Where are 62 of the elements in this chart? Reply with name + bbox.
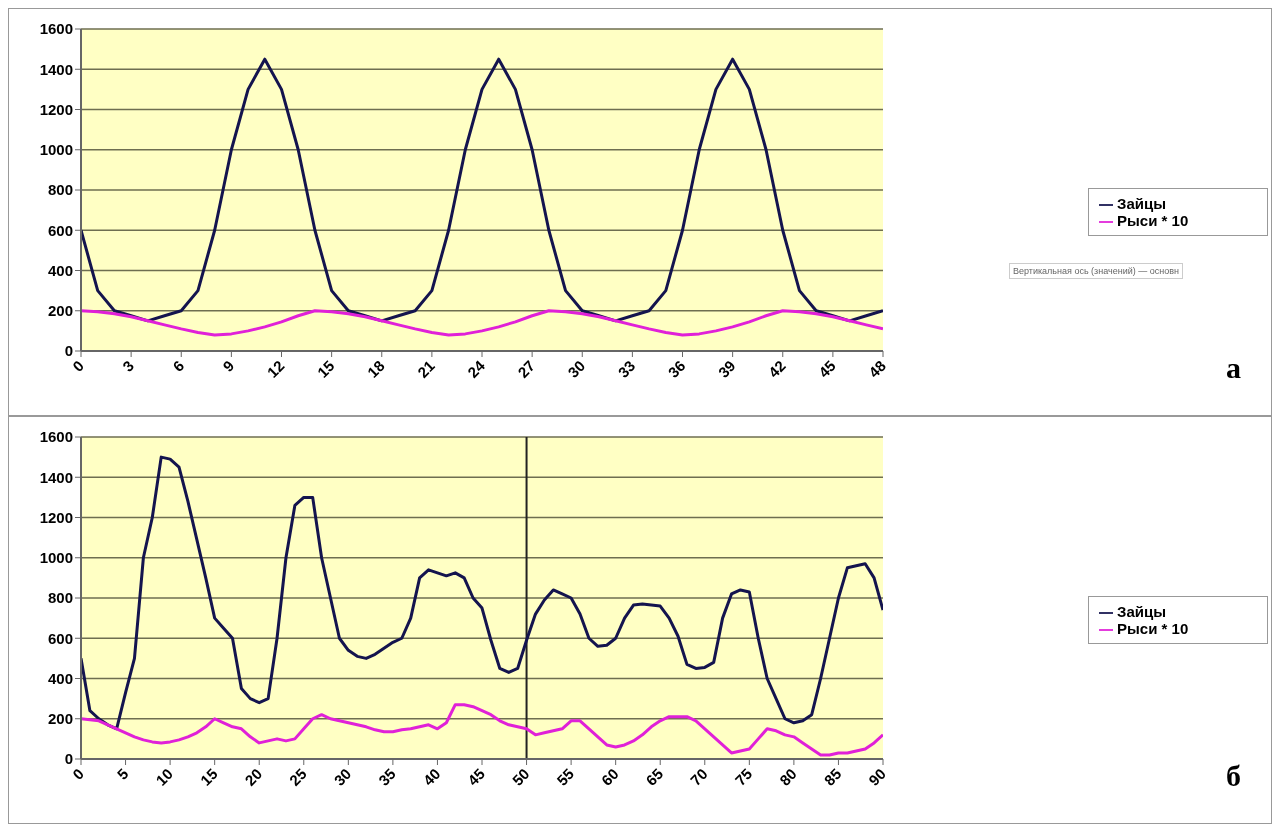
- x-tick-label: 10: [152, 764, 177, 789]
- x-tick-label: 60: [597, 764, 622, 789]
- x-tick-label: 39: [714, 356, 739, 381]
- x-tick-label: 90: [865, 764, 890, 789]
- x-tick-label: 80: [776, 764, 800, 789]
- x-tick-label: 20: [241, 764, 266, 789]
- x-tick-label: 24: [464, 356, 489, 381]
- x-tick-label: 48: [865, 356, 890, 381]
- x-tick-label: 42: [764, 356, 789, 381]
- x-tick-label: 18: [363, 356, 388, 381]
- x-tick-label: 50: [508, 764, 533, 789]
- y-tick-label: 800: [47, 589, 73, 607]
- x-tick-label: 33: [614, 356, 639, 381]
- x-tick-label: 75: [731, 764, 756, 789]
- x-tick-label: 12: [263, 356, 288, 381]
- y-tick-label: 200: [47, 302, 73, 320]
- x-tick-label: 30: [564, 356, 589, 381]
- y-tick-label: 1200: [39, 508, 73, 526]
- x-tick-label: 35: [375, 764, 399, 789]
- y-tick-label: 400: [47, 261, 73, 279]
- y-tick-label: 200: [47, 710, 73, 728]
- text: Вертикальная ось (значений) — основн: [1009, 263, 1183, 279]
- x-tick-label: 85: [820, 764, 845, 789]
- line-series: [81, 57, 883, 323]
- x-tick-label: 3: [119, 356, 138, 375]
- x-tick-label: 15: [196, 764, 221, 789]
- x-tick-label: 45: [815, 356, 839, 381]
- y-tick-label: 1600: [39, 428, 73, 446]
- x-tick-label: 6: [169, 356, 188, 375]
- y-tick-label: 0: [64, 342, 73, 360]
- y-tick-label: 1400: [39, 468, 73, 486]
- y-tick-label: 1000: [39, 549, 73, 567]
- text: б: [1226, 759, 1241, 793]
- x-tick-label: 40: [419, 764, 444, 789]
- legend-label: Рыси * 10: [1117, 620, 1189, 637]
- y-tick-label: 1200: [39, 100, 73, 118]
- x-tick-label: 70: [686, 764, 711, 789]
- x-tick-label: 21: [414, 356, 438, 381]
- y-tick-label: 0: [64, 750, 73, 768]
- x-tick-label: 30: [330, 764, 355, 789]
- x-tick-label: 15: [313, 356, 338, 381]
- x-tick-label: 27: [514, 356, 539, 381]
- x-tick-label: 36: [664, 356, 689, 381]
- y-tick-label: 600: [47, 629, 73, 647]
- legend-label: Зайцы: [1117, 194, 1166, 212]
- x-tick-label: 45: [464, 764, 489, 789]
- y-tick-label: 1600: [39, 20, 73, 38]
- x-tick-label: 9: [219, 356, 238, 375]
- y-tick-label: 600: [47, 221, 73, 239]
- x-tick-label: 65: [642, 764, 667, 789]
- y-tick-label: 1400: [39, 60, 73, 78]
- x-tick-label: 55: [553, 764, 578, 789]
- y-tick-label: 1000: [39, 141, 73, 159]
- line-series: [81, 455, 883, 731]
- y-tick-label: 400: [47, 669, 73, 687]
- line-series: [81, 309, 883, 337]
- y-tick-label: 800: [47, 181, 73, 199]
- legend-label: Рыси * 10: [1117, 212, 1189, 229]
- text: а: [1226, 351, 1241, 385]
- legend-label: Зайцы: [1117, 602, 1166, 620]
- x-tick-label: 5: [113, 764, 132, 783]
- x-tick-label: 25: [285, 764, 310, 789]
